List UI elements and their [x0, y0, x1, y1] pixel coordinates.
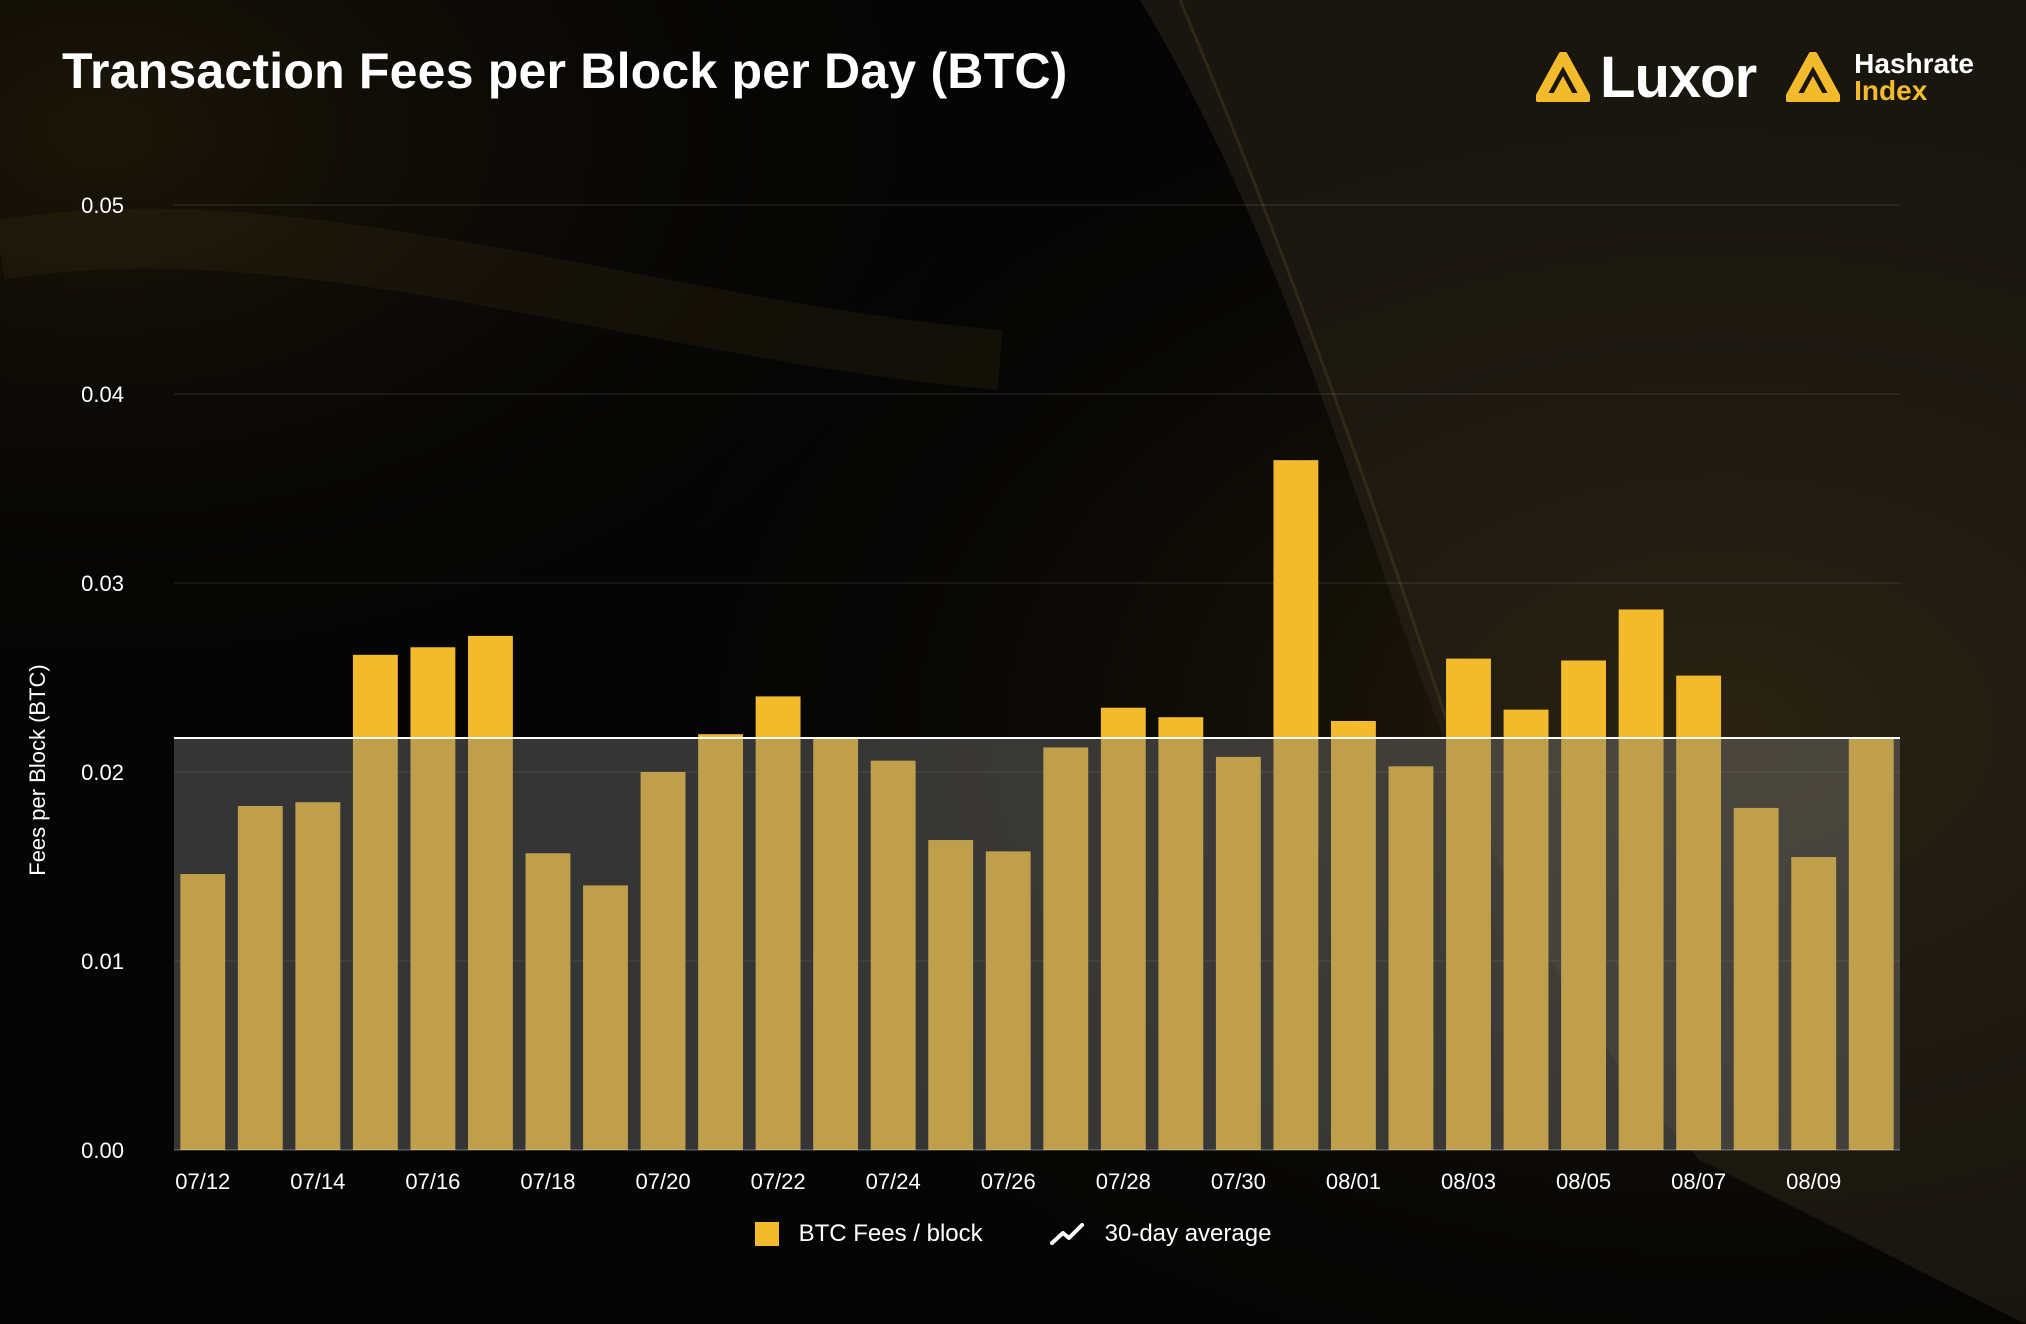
brand-logos: Luxor Hashrate Index [1536, 42, 1974, 112]
bar [755, 696, 801, 1150]
axes: 0.00 0.01 0.02 0.03 0.04 0.05 07/12 07/14 07/16 0… [81, 193, 1900, 1194]
x-tick-label: 07/30 [1211, 1169, 1266, 1194]
bar [1503, 709, 1549, 1150]
bar [180, 874, 226, 1150]
bars [180, 460, 1894, 1150]
legend-label-average: 30-day average [1104, 1220, 1272, 1247]
x-tick-label: 08/05 [1556, 1169, 1611, 1194]
bar [698, 734, 744, 1150]
bar [410, 647, 456, 1150]
x-tick-label: 07/16 [405, 1169, 460, 1194]
hashrate-index-logo: Hashrate Index [1786, 48, 1974, 106]
legend-item-fees: BTC Fees / block [754, 1220, 983, 1248]
bar [1330, 720, 1376, 1150]
luxor-mark-icon [1536, 52, 1591, 102]
x-tick-label: 08/01 [1326, 1169, 1381, 1194]
bar [1273, 460, 1319, 1150]
bar [1848, 737, 1894, 1150]
x-tick-label: 07/28 [1096, 1169, 1151, 1194]
x-tick-label: 08/09 [1786, 1169, 1841, 1194]
bar [1446, 658, 1491, 1150]
average-layer [174, 736, 1900, 1150]
luxor-logo: Luxor [1536, 44, 1757, 111]
bar [237, 806, 283, 1150]
x-tick-label: 07/20 [636, 1169, 691, 1194]
bar [1158, 717, 1204, 1150]
bar [525, 853, 571, 1150]
x-tick-label: 07/24 [866, 1169, 921, 1194]
bar [1733, 807, 1779, 1150]
x-tick-label: 07/18 [520, 1169, 575, 1194]
y-tick-label: 0.04 [81, 382, 124, 407]
gridlines [174, 204, 1900, 962]
average-band [174, 737, 1900, 1150]
bar [1676, 675, 1722, 1150]
luxor-wordmark: Luxor [1600, 44, 1757, 110]
x-tick-label: 07/22 [751, 1169, 806, 1194]
hashrate-mark-icon [1786, 52, 1841, 102]
bar [1791, 857, 1837, 1150]
x-tick-label: 08/03 [1441, 1169, 1496, 1194]
bar [985, 851, 1031, 1150]
bar [1043, 747, 1089, 1150]
y-tick-label: 0.01 [81, 949, 124, 974]
x-tick-label: 07/26 [981, 1169, 1036, 1194]
bar [813, 737, 859, 1150]
bar [1100, 707, 1146, 1150]
legend-item-average: 30-day average [1049, 1220, 1272, 1248]
y-axis-label: Fees per Block (BTC) [25, 664, 50, 876]
bar [928, 840, 974, 1150]
chart-title: Transaction Fees per Block per Day (BTC) [62, 43, 1068, 99]
y-tick-label: 0.05 [81, 193, 124, 218]
bar [1618, 609, 1664, 1150]
y-tick-label: 0.03 [81, 571, 124, 596]
legend-label-fees: BTC Fees / block [798, 1220, 983, 1247]
y-tick-label: 0.02 [81, 760, 124, 785]
bar [1215, 756, 1261, 1150]
hashrate-wordmark: Hashrate [1854, 48, 1974, 79]
y-tick-label: 0.00 [81, 1138, 124, 1163]
trend-line-icon [1049, 1223, 1084, 1245]
bar [583, 885, 628, 1150]
x-tick-label: 07/12 [175, 1169, 230, 1194]
bar [870, 760, 916, 1150]
bar [1561, 660, 1607, 1150]
x-tick-label: 08/07 [1671, 1169, 1726, 1194]
legend: BTC Fees / block 30-day average [0, 1220, 2026, 1248]
x-tick-label: 07/14 [290, 1169, 345, 1194]
bar [640, 772, 686, 1150]
index-wordmark: Index [1854, 75, 1928, 106]
bar [295, 802, 341, 1150]
legend-swatch-fees [754, 1222, 779, 1246]
bar [1388, 766, 1434, 1150]
bar [467, 635, 513, 1150]
